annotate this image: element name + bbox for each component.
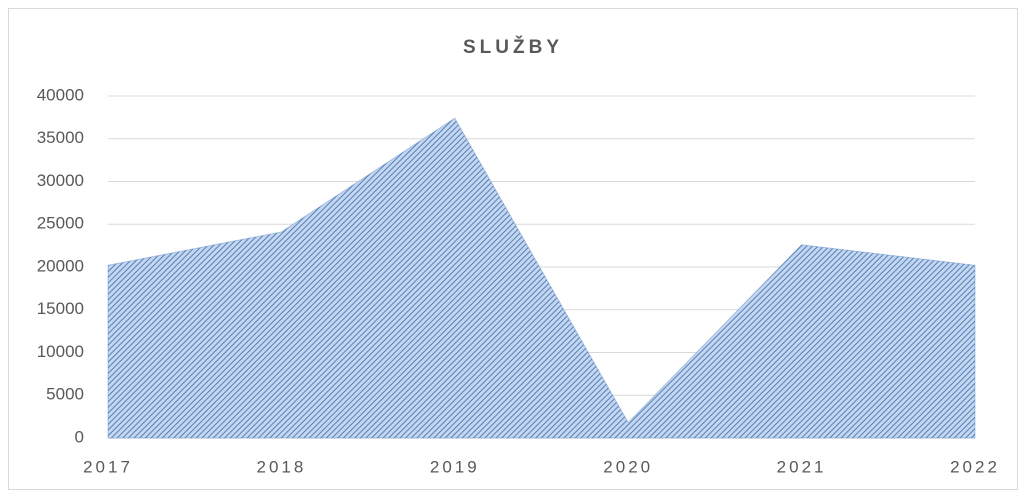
x-tick-label: 2017 bbox=[83, 457, 133, 476]
x-tick-label: 2019 bbox=[430, 457, 480, 476]
x-tick-label: 2021 bbox=[777, 457, 827, 476]
chart-title: SLUŽBY bbox=[463, 36, 563, 58]
x-tick-label: 2018 bbox=[256, 457, 306, 476]
x-tick-label: 2020 bbox=[603, 457, 653, 476]
y-tick-label: 40000 bbox=[37, 85, 84, 104]
y-tick-label: 35000 bbox=[37, 128, 84, 147]
x-tick-label: 2022 bbox=[950, 457, 1000, 476]
y-tick-label: 10000 bbox=[37, 342, 84, 361]
y-tick-label: 0 bbox=[75, 427, 84, 446]
y-tick-label: 20000 bbox=[37, 256, 84, 275]
y-tick-label: 25000 bbox=[37, 214, 84, 233]
area bbox=[107, 117, 976, 439]
y-tick-label: 30000 bbox=[37, 171, 84, 190]
y-tick-label: 5000 bbox=[46, 385, 84, 404]
y-tick-label: 15000 bbox=[37, 299, 84, 318]
